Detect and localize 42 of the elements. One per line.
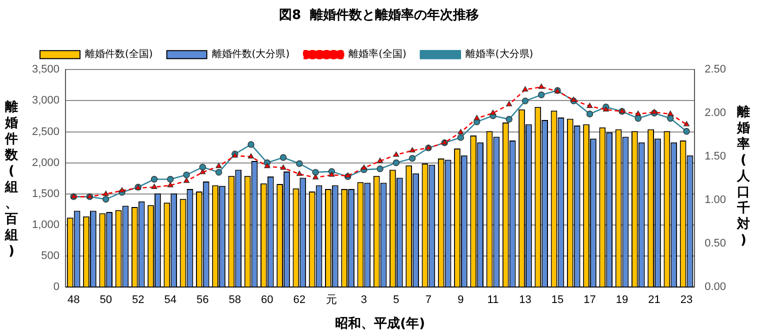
x-tick-label: 52	[132, 294, 144, 306]
x-tick-label: 11	[487, 294, 499, 306]
y2-tick-label: 2.50	[704, 64, 726, 76]
x-tick-label: 48	[67, 294, 80, 306]
y-tick-label: 1,000	[32, 219, 60, 232]
x-tick-label: 21	[648, 294, 660, 306]
y-tick-label: 0	[53, 281, 60, 294]
x-tick-label: 19	[616, 294, 628, 306]
x-tick-label: 50	[100, 294, 112, 306]
text: 離婚件数(組、百組)	[5, 100, 18, 259]
x-tick-label: 15	[551, 294, 564, 306]
x-tick-label: 5	[393, 294, 400, 306]
x-tick-label: 17	[584, 294, 596, 306]
x-tick-label: 58	[228, 294, 242, 306]
y-tick-label: 500	[41, 250, 60, 262]
y2-tick-label: 2.00	[704, 107, 726, 120]
chart-title: 図8 離婚件数と離婚率の年次推移	[278, 7, 480, 24]
y2-tick-label: 0.00	[704, 281, 726, 294]
x-tick-label: 60	[261, 294, 274, 306]
y-tick-label: 2,500	[32, 126, 60, 138]
y2-tick-label: 1.50	[704, 150, 726, 163]
y2-tick-label: 0.50	[704, 238, 726, 250]
x-tick-label: 3	[360, 294, 367, 306]
x-tick-label: 23	[680, 294, 693, 306]
x-tick-label: 7	[425, 294, 432, 306]
x-tick-label: 13	[519, 294, 532, 306]
legend-label: 離婚件数(全国)	[85, 48, 153, 60]
x-tick-label: 62	[293, 294, 306, 306]
x-tick-label: 56	[196, 294, 209, 306]
x-tick-label: 54	[164, 294, 176, 306]
legend-label: 離婚件数(大分県)	[212, 48, 290, 60]
y2-tick-label: 1.00	[704, 194, 726, 206]
y-tick-label: 1,500	[32, 188, 60, 200]
legend-label: 離婚率(大分県)	[465, 48, 534, 60]
x-tick-label: 元	[326, 294, 338, 306]
y-tick-label: 2,000	[32, 156, 60, 169]
y-tick-label: 3,000	[32, 94, 60, 107]
x-tick-label: 9	[458, 294, 464, 306]
text: 離婚率(人口千対)	[737, 105, 750, 248]
y-tick-label: 3,500	[32, 64, 60, 76]
legend-label: 離婚率(全国)	[348, 48, 407, 60]
x-axis-title: 昭和、平成(年)	[335, 316, 426, 332]
